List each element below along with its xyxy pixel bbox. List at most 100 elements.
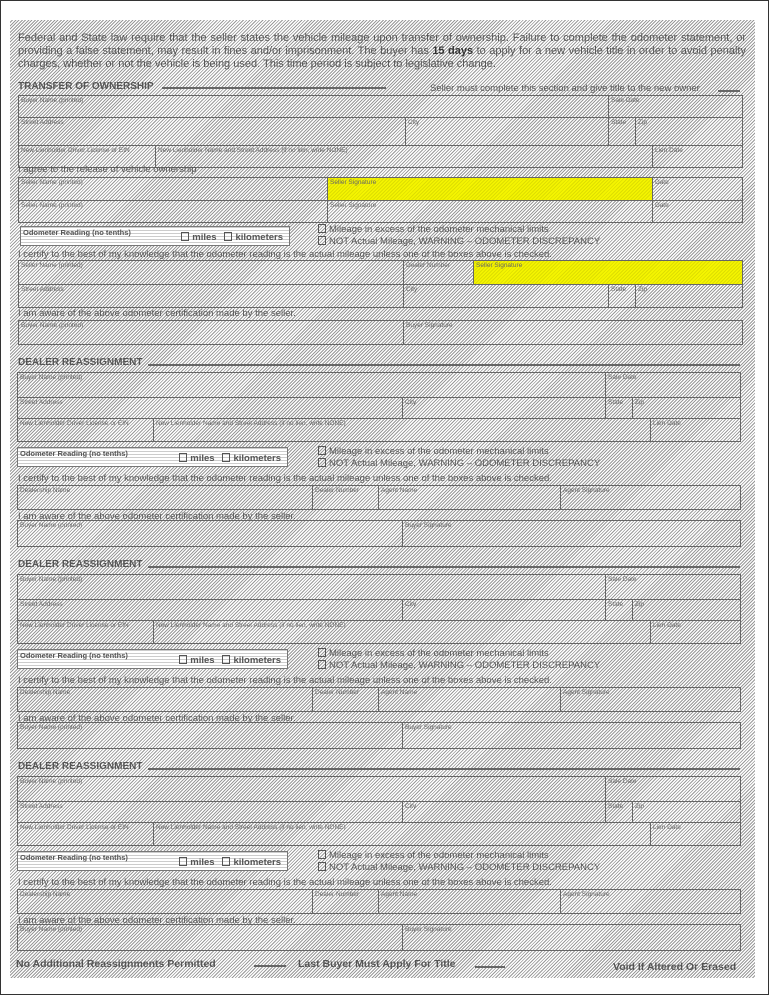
- state-field[interactable]: State: [608, 284, 636, 308]
- lien-name-field[interactable]: New Lienholder Name and Street Address (…: [153, 418, 651, 442]
- odometer-reading-input[interactable]: Odometer Reading (no tenths) miles kilome…: [20, 226, 290, 246]
- dealership-name-field[interactable]: Dealership Name: [17, 687, 313, 712]
- dealership-name-field[interactable]: Dealership Name: [17, 485, 313, 510]
- street-field[interactable]: Street Address: [17, 599, 403, 621]
- lien-dl-field[interactable]: New Lienholder Driver License or EIN: [17, 822, 154, 846]
- zip-field[interactable]: Zip: [635, 117, 743, 146]
- agent-name-field[interactable]: Agent Name: [378, 687, 561, 712]
- buyer-name-field[interactable]: Buyer Name (printed): [17, 776, 606, 802]
- street-field[interactable]: Street Address: [18, 117, 406, 146]
- buyer-sig-field[interactable]: Buyer Signature: [402, 722, 741, 749]
- lien-date-field[interactable]: Lien Date: [650, 418, 741, 442]
- buyer-name-field[interactable]: Buyer Name (printed): [17, 372, 606, 398]
- seller-sig-field[interactable]: Seller Signature: [327, 200, 653, 223]
- street-field[interactable]: Street Address: [17, 397, 403, 419]
- mileage-excess-option[interactable]: Mileage in excess of the odometer mechan…: [318, 446, 549, 457]
- kilometers-checkbox[interactable]: [222, 857, 231, 866]
- field-label: Agent Name: [381, 891, 418, 898]
- lien-dl-field[interactable]: New Lienholder Driver License or EIN: [17, 418, 154, 442]
- kilometers-checkbox[interactable]: [222, 655, 231, 664]
- lien-dl-field[interactable]: New Lienholder Driver License or EIN: [17, 620, 154, 644]
- agent-sig-field[interactable]: Agent Signature: [560, 485, 741, 510]
- lien-date-field[interactable]: Lien Date: [650, 822, 741, 846]
- miles-checkbox[interactable]: [179, 655, 188, 664]
- lien-date-field[interactable]: Lien Date: [650, 620, 741, 644]
- buyer-sig-field[interactable]: Buyer Signature: [403, 320, 743, 345]
- date-field[interactable]: Date: [652, 200, 743, 223]
- dealer-number-field[interactable]: Dealer Number: [312, 889, 379, 914]
- not-actual-checkbox[interactable]: [318, 236, 326, 245]
- lien-name-field[interactable]: New Lienholder Name and Street Address (…: [153, 822, 651, 846]
- seller-sig-field[interactable]: Seller Signature: [327, 177, 653, 201]
- excess-checkbox[interactable]: [318, 446, 326, 455]
- agent-sig-field[interactable]: Agent Signature: [560, 687, 741, 712]
- city-field[interactable]: City: [402, 801, 606, 823]
- zip-field[interactable]: Zip: [632, 801, 741, 823]
- city-field[interactable]: City: [402, 599, 606, 621]
- dealer-number-field[interactable]: Dealer Number: [312, 485, 379, 510]
- mileage-excess-option[interactable]: Mileage in excess of the odometer mechan…: [318, 850, 549, 861]
- city-field[interactable]: City: [403, 284, 609, 308]
- state-field[interactable]: State: [605, 801, 633, 823]
- not-actual-checkbox[interactable]: [318, 660, 326, 669]
- not-actual-checkbox[interactable]: [318, 862, 326, 871]
- buyer-name-field[interactable]: Buyer Name (printed): [17, 924, 403, 951]
- seller-sig-field[interactable]: Seller Signature: [473, 260, 743, 285]
- not-actual-mileage-option[interactable]: NOT Actual Mileage, WARNING – ODOMETER D…: [318, 660, 600, 671]
- field-label: Buyer Signature: [405, 724, 452, 731]
- date-field[interactable]: Date: [652, 177, 743, 201]
- sale-date-field[interactable]: Sale Date: [608, 95, 743, 118]
- sale-date-field[interactable]: Sale Date: [605, 574, 741, 600]
- seller-name-field[interactable]: Seller Name (printed): [18, 200, 328, 223]
- buyer-name-field[interactable]: Buyer Name (printed): [18, 95, 609, 118]
- odometer-reading-input[interactable]: Odometer Reading (no tenths) miles kilome…: [17, 851, 288, 871]
- dealership-name-field[interactable]: Dealership Name: [17, 889, 313, 914]
- sale-date-field[interactable]: Sale Date: [605, 372, 741, 398]
- seller-name-field[interactable]: Seller Name (printed): [18, 177, 328, 201]
- lien-name-field[interactable]: New Lienholder Name and Street Address (…: [153, 620, 651, 644]
- street-field[interactable]: Street Address: [17, 801, 403, 823]
- not-actual-label: NOT Actual Mileage, WARNING – ODOMETER D…: [329, 236, 601, 247]
- agent-sig-field[interactable]: Agent Signature: [560, 889, 741, 914]
- zip-field[interactable]: Zip: [632, 397, 741, 419]
- sale-date-field[interactable]: Sale Date: [605, 776, 741, 802]
- dealer-number-field[interactable]: Dealer Number: [403, 260, 474, 285]
- odometer-reading-input[interactable]: Odometer Reading (no tenths) miles kilome…: [17, 447, 288, 467]
- buyer-name-field[interactable]: Buyer Name (printed): [17, 520, 403, 547]
- agent-name-field[interactable]: Agent Name: [378, 889, 561, 914]
- kilometers-checkbox[interactable]: [224, 232, 233, 241]
- mileage-excess-option[interactable]: Mileage in excess of the odometer mechan…: [318, 224, 549, 235]
- miles-checkbox[interactable]: [181, 232, 190, 241]
- not-actual-mileage-option[interactable]: NOT Actual Mileage, WARNING – ODOMETER D…: [318, 862, 600, 873]
- state-field[interactable]: State: [605, 599, 633, 621]
- city-field[interactable]: City: [402, 397, 606, 419]
- buyer-name-field[interactable]: Buyer Name (printed): [17, 722, 403, 749]
- agent-name-field[interactable]: Agent Name: [378, 485, 561, 510]
- dealer-number-field[interactable]: Dealer Number: [312, 687, 379, 712]
- lien-name-field[interactable]: New Lienholder Name and Street Address (…: [155, 145, 653, 168]
- state-field[interactable]: State: [605, 397, 633, 419]
- not-actual-checkbox[interactable]: [318, 458, 326, 467]
- excess-label: Mileage in excess of the odometer mechan…: [329, 446, 549, 457]
- buyer-name-field[interactable]: Buyer Name (printed): [18, 320, 404, 345]
- zip-field[interactable]: Zip: [635, 284, 743, 308]
- excess-checkbox[interactable]: [318, 850, 326, 859]
- buyer-sig-field[interactable]: Buyer Signature: [402, 520, 741, 547]
- lien-date-field[interactable]: Lien Date: [652, 145, 743, 168]
- not-actual-mileage-option[interactable]: NOT Actual Mileage, WARNING – ODOMETER D…: [318, 236, 600, 247]
- state-field[interactable]: State: [608, 117, 636, 146]
- buyer-sig-field[interactable]: Buyer Signature: [402, 924, 741, 951]
- mileage-excess-option[interactable]: Mileage in excess of the odometer mechan…: [318, 648, 549, 659]
- excess-checkbox[interactable]: [318, 224, 326, 233]
- miles-checkbox[interactable]: [179, 453, 188, 462]
- excess-checkbox[interactable]: [318, 648, 326, 657]
- kilometers-checkbox[interactable]: [222, 453, 231, 462]
- seller-name-field[interactable]: Seller Name (printed): [18, 260, 404, 285]
- zip-field[interactable]: Zip: [632, 599, 741, 621]
- street-field[interactable]: Street Address: [18, 284, 404, 308]
- odometer-reading-input[interactable]: Odometer Reading (no tenths) miles kilome…: [17, 649, 288, 669]
- miles-checkbox[interactable]: [179, 857, 188, 866]
- buyer-name-field[interactable]: Buyer Name (printed): [17, 574, 606, 600]
- not-actual-mileage-option[interactable]: NOT Actual Mileage, WARNING – ODOMETER D…: [318, 458, 600, 469]
- city-field[interactable]: City: [405, 117, 609, 146]
